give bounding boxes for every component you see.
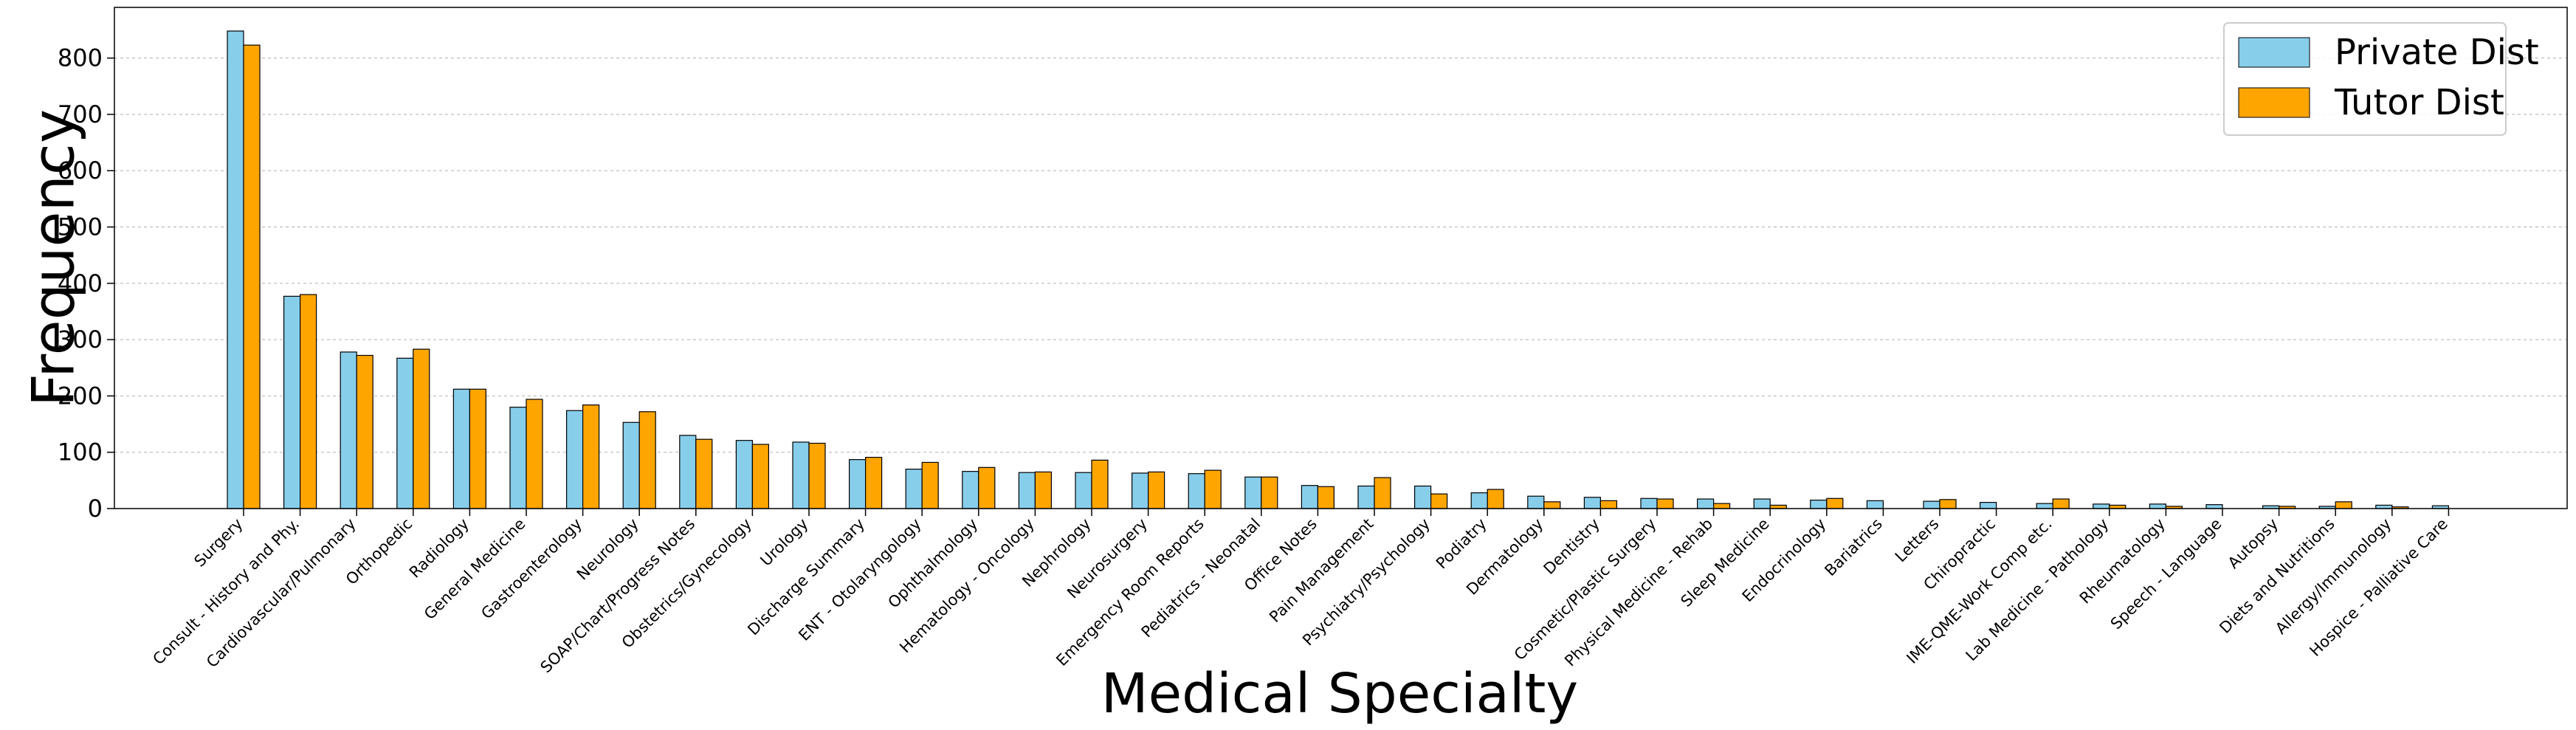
bar-private bbox=[509, 407, 527, 509]
bar-private bbox=[1357, 485, 1375, 509]
legend-label-tutor: Tutor Dist bbox=[2334, 82, 2504, 123]
bar-tutor bbox=[978, 466, 996, 509]
bar-tutor bbox=[1543, 501, 1561, 509]
bar-private bbox=[622, 421, 640, 509]
bar-private bbox=[1413, 485, 1432, 509]
plot-frame bbox=[114, 7, 2568, 509]
bar-tutor bbox=[1487, 489, 1504, 509]
bar-tutor bbox=[1374, 477, 1391, 509]
bar-tutor bbox=[921, 461, 939, 509]
bar-tutor bbox=[638, 411, 656, 509]
bar-private bbox=[1640, 497, 1658, 509]
bar-private bbox=[679, 435, 697, 509]
bar-private bbox=[792, 441, 810, 509]
bar-private bbox=[848, 459, 867, 509]
legend-swatch-private bbox=[2238, 37, 2310, 68]
y-axis: 0 100 200 300 400 500 600 700 800 bbox=[58, 44, 114, 523]
bar-private bbox=[1923, 500, 1940, 509]
bar-private bbox=[396, 357, 414, 509]
bar-private bbox=[340, 351, 357, 509]
bar-tutor bbox=[1204, 469, 1222, 509]
bar-private bbox=[565, 410, 584, 509]
bar-tutor bbox=[864, 456, 883, 509]
bar-private bbox=[962, 471, 979, 509]
bar-tutor bbox=[413, 348, 430, 509]
bar-tutor bbox=[526, 399, 543, 509]
y-tick-label: 100 bbox=[58, 438, 103, 466]
bar-private bbox=[1244, 476, 1262, 509]
x-axis-title: Medical Specialty bbox=[1101, 662, 1578, 726]
y-tick-label: 200 bbox=[58, 382, 103, 410]
bar-tutor bbox=[1091, 459, 1109, 509]
bar-tutor bbox=[300, 294, 317, 509]
bar-private bbox=[1980, 502, 1997, 509]
bar-private bbox=[1583, 497, 1601, 509]
legend-swatch-tutor bbox=[2238, 87, 2310, 118]
bar-tutor bbox=[1034, 471, 1053, 509]
y-tick-label: 300 bbox=[58, 326, 103, 354]
bar-tutor bbox=[695, 438, 713, 509]
bar-private bbox=[1018, 472, 1036, 509]
legend-label-private: Private Dist bbox=[2335, 32, 2539, 73]
bar-private bbox=[1697, 498, 1715, 509]
bar-tutor bbox=[1656, 498, 1674, 509]
bar-private bbox=[283, 295, 301, 509]
bar-private bbox=[1527, 495, 1545, 509]
bar-tutor bbox=[1939, 499, 1957, 509]
bar-tutor bbox=[1713, 503, 1731, 509]
bar-private bbox=[1810, 499, 1828, 509]
bar-tutor bbox=[751, 444, 770, 509]
y-tick-label: 500 bbox=[58, 213, 103, 241]
bar-tutor bbox=[1147, 471, 1165, 509]
bar-private bbox=[2093, 503, 2110, 509]
bar-private bbox=[227, 30, 244, 509]
bar-tutor bbox=[2052, 498, 2070, 509]
bar-tutor bbox=[1317, 486, 1335, 509]
y-tick-label: 0 bbox=[88, 495, 103, 523]
bar-private bbox=[1075, 472, 1092, 509]
bar-private bbox=[1301, 485, 1319, 509]
bar-private bbox=[1131, 472, 1149, 509]
bar-tutor bbox=[582, 404, 600, 509]
bar-private bbox=[2205, 504, 2223, 509]
bar-tutor bbox=[1430, 493, 1448, 509]
bar-private bbox=[452, 388, 471, 509]
bar-private bbox=[905, 468, 923, 509]
bar-tutor bbox=[2335, 501, 2352, 509]
y-tick-label: 800 bbox=[58, 44, 103, 72]
y-tick-label: 600 bbox=[58, 156, 103, 185]
bar-tutor bbox=[1826, 497, 1844, 509]
bar-private bbox=[1753, 498, 1771, 509]
bar-tutor bbox=[243, 44, 261, 509]
y-axis-title: Frequency bbox=[21, 109, 87, 407]
bar-tutor bbox=[808, 442, 826, 509]
bar-tutor bbox=[356, 354, 373, 509]
bar-private bbox=[1866, 500, 1884, 509]
bar-private bbox=[1188, 473, 1205, 509]
bar-private bbox=[735, 440, 754, 509]
y-tick-label: 400 bbox=[58, 269, 103, 297]
bar-private bbox=[1470, 492, 1488, 509]
bar-tutor bbox=[1261, 476, 1278, 509]
legend: Private Dist Tutor Dist bbox=[2223, 22, 2539, 136]
bar-private bbox=[2036, 503, 2053, 509]
bar-private bbox=[2149, 503, 2166, 509]
bar-tutor bbox=[469, 388, 487, 509]
y-tick-label: 700 bbox=[58, 100, 103, 128]
bar-tutor bbox=[1599, 500, 1617, 509]
